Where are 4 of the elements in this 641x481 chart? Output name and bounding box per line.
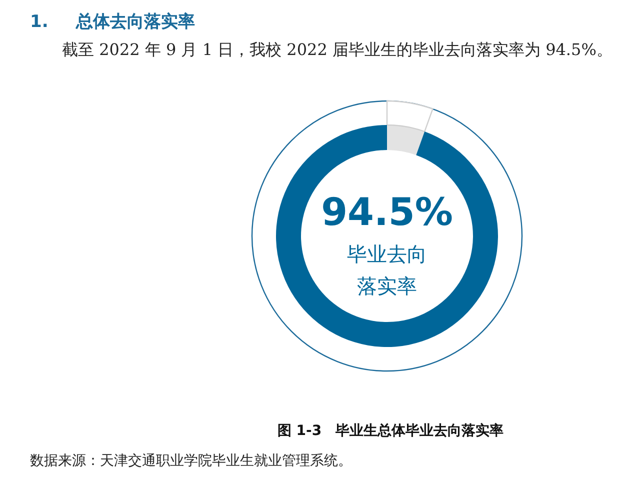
subtitle: 截至 2022 年 9 月 1 日，我校 2022 届毕业生的毕业去向落实率为 94.5%。 <box>62 40 612 61</box>
annotation: 数据来源：天津交通职业学院毕业生就业管理系统。 <box>30 452 352 470</box>
annotation: 图 1-3 毕业生总体毕业去向落实率 <box>276 422 505 440</box>
title: 1. 总体去向落实率 <box>30 11 196 33</box>
